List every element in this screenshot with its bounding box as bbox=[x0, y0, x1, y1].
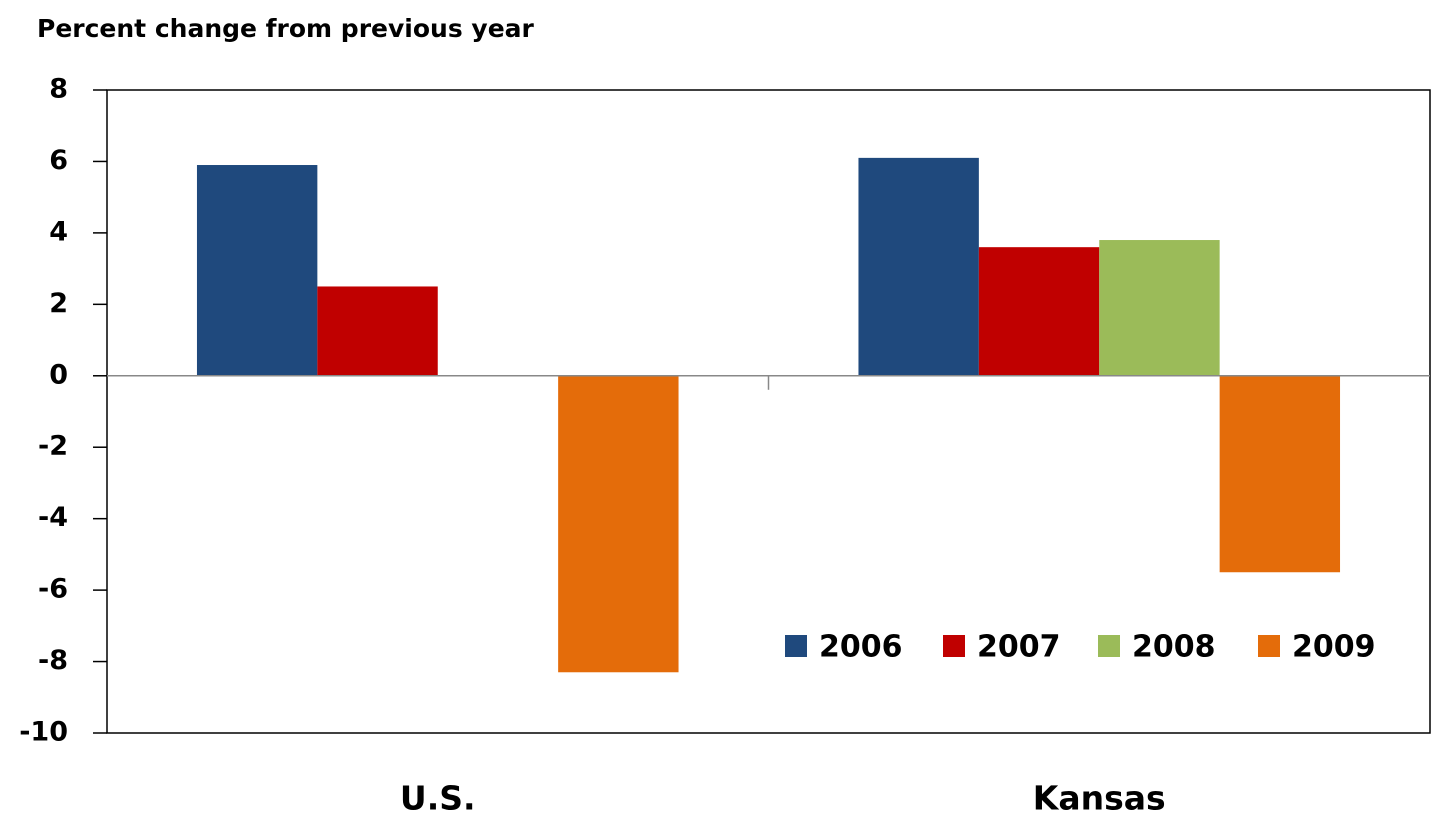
legend-label: 2008 bbox=[1132, 630, 1216, 665]
legend-swatch bbox=[943, 635, 965, 657]
y-tick-label: -6 bbox=[38, 574, 68, 605]
y-tick-label: -10 bbox=[19, 717, 68, 748]
legend-swatch bbox=[1258, 635, 1280, 657]
y-tick-label: 6 bbox=[49, 145, 68, 176]
bar bbox=[978, 247, 1100, 376]
bar bbox=[558, 375, 679, 673]
y-tick-label: 0 bbox=[49, 359, 68, 390]
plot-area bbox=[106, 89, 1431, 734]
y-tick-label: -8 bbox=[38, 645, 68, 676]
x-tick-label: U.S. bbox=[400, 779, 476, 815]
y-tick-label: 2 bbox=[49, 288, 68, 319]
bar bbox=[858, 157, 979, 376]
x-tick-label: Kansas bbox=[1033, 779, 1166, 815]
legend-swatch bbox=[785, 635, 807, 657]
y-tick-label: -2 bbox=[38, 431, 68, 462]
bar bbox=[1099, 240, 1220, 376]
legend-label: 2007 bbox=[977, 630, 1061, 665]
bar bbox=[196, 165, 318, 376]
bar bbox=[1219, 375, 1341, 573]
legend-label: 2009 bbox=[1292, 630, 1376, 665]
chart-title: Percent change from previous year bbox=[37, 14, 535, 43]
y-tick-label: -4 bbox=[38, 502, 68, 533]
legend-swatch bbox=[1098, 635, 1120, 657]
y-tick-label: 8 bbox=[49, 74, 68, 105]
legend-label: 2006 bbox=[819, 630, 903, 665]
y-tick-label: 4 bbox=[49, 216, 68, 247]
bar bbox=[317, 286, 438, 376]
